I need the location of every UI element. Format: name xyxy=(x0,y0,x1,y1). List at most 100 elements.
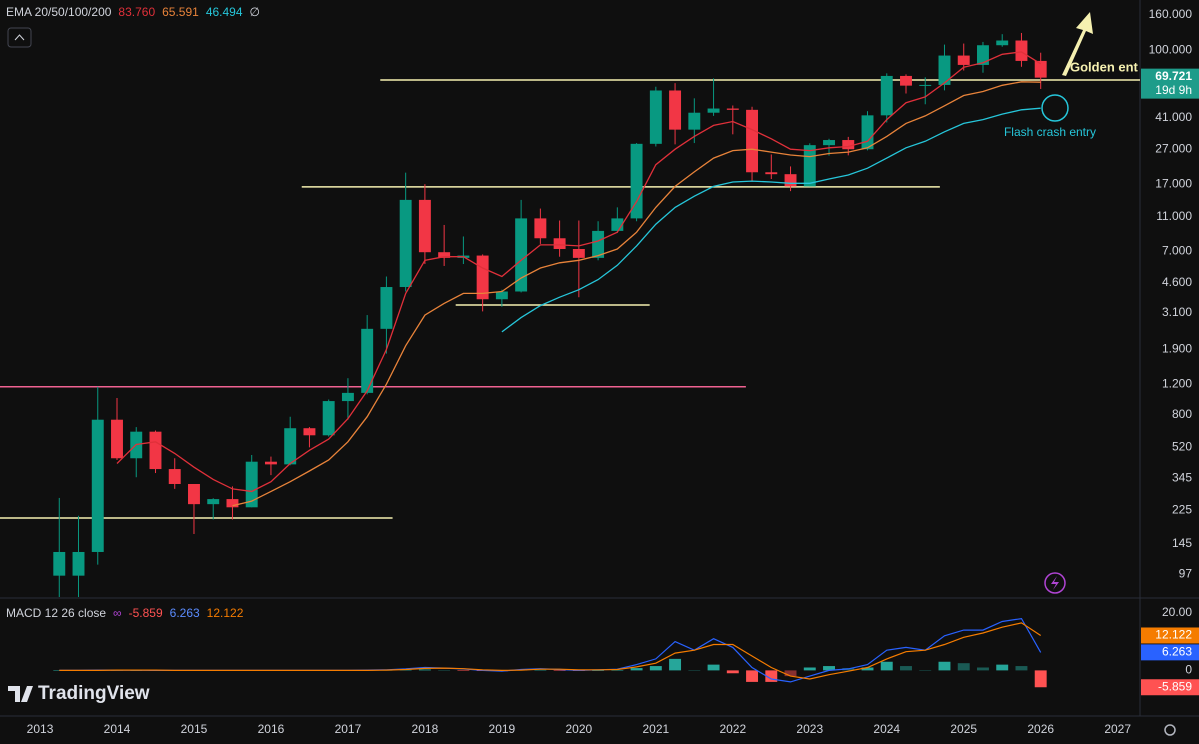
candle-body xyxy=(572,248,585,258)
histogram-bar xyxy=(438,670,451,671)
histogram-bar xyxy=(823,666,835,671)
candle-body xyxy=(726,108,739,110)
candle-body xyxy=(418,199,431,253)
price-box xyxy=(1141,68,1199,99)
countdown-label: 19d 9h xyxy=(1155,83,1192,97)
x-tick-label: 2019 xyxy=(489,722,516,736)
candle-body xyxy=(476,255,489,300)
value-box xyxy=(1141,627,1199,644)
candle-body xyxy=(534,218,547,239)
settings-icon[interactable] xyxy=(1164,724,1176,736)
candle-body xyxy=(168,469,181,484)
collapse-icon xyxy=(14,34,25,41)
candle-body xyxy=(149,431,162,470)
candle-body xyxy=(919,84,932,86)
histogram-bar xyxy=(977,667,989,671)
histogram-bar xyxy=(649,666,662,671)
candle-body xyxy=(823,140,835,146)
histogram-bar xyxy=(457,670,470,671)
candle-body xyxy=(611,218,624,231)
y-tick-label: 1.900 xyxy=(1162,342,1192,356)
candle-body xyxy=(707,108,720,113)
y-tick-label: 225 xyxy=(1172,503,1192,517)
x-tick-label: 2015 xyxy=(181,722,208,736)
candle-body xyxy=(765,172,778,175)
x-tick-label: 2027 xyxy=(1104,722,1131,736)
x-tick-label: 2018 xyxy=(412,722,439,736)
collapse-button[interactable] xyxy=(7,27,32,48)
x-tick-label: 2024 xyxy=(873,722,900,736)
legend-value: 83.760 xyxy=(118,5,156,19)
x-tick-label: 2023 xyxy=(796,722,823,736)
candle-body xyxy=(111,419,123,459)
y-tick-label: 160.000 xyxy=(1149,7,1193,21)
annotation: Golden ent xyxy=(1070,59,1139,74)
candle-body xyxy=(245,461,258,508)
y-tick-label: 20.00 xyxy=(1162,605,1192,619)
y-tick-label: 145 xyxy=(1172,536,1192,550)
histogram-bar xyxy=(880,661,893,671)
candle-body xyxy=(72,551,85,576)
price-label: 69.721 xyxy=(1155,69,1192,83)
candle-body xyxy=(341,392,354,402)
legend-value: -5.859 xyxy=(128,606,163,620)
value-label: 12.122 xyxy=(1155,628,1192,642)
candle-body xyxy=(207,499,220,505)
legend-title: MACD 12 26 close xyxy=(6,606,107,620)
y-tick-label: 3.100 xyxy=(1162,305,1192,319)
histogram-bar xyxy=(418,669,431,671)
histogram-bar xyxy=(746,670,759,682)
candle-body xyxy=(900,75,912,86)
y-tick-label: 0 xyxy=(1185,663,1192,677)
candle-body xyxy=(784,174,797,187)
candle-body xyxy=(264,461,277,465)
candle-body xyxy=(438,252,451,258)
candle-body xyxy=(592,230,605,258)
legend-value: 12.122 xyxy=(206,606,244,620)
histogram-bar xyxy=(803,667,816,671)
macd-line xyxy=(59,617,1042,683)
candle-body xyxy=(977,45,989,65)
histogram-bar xyxy=(1034,670,1047,688)
y-tick-label: 520 xyxy=(1172,440,1192,454)
histogram-bar xyxy=(534,669,547,671)
y-tick-label: 7.000 xyxy=(1162,243,1192,257)
y-tick-label: 345 xyxy=(1172,470,1192,484)
histogram-bar xyxy=(938,661,951,671)
histogram-bar xyxy=(765,670,778,682)
x-tick-label: 2026 xyxy=(1027,722,1054,736)
x-tick-label: 2016 xyxy=(258,722,285,736)
macd-line xyxy=(59,622,1042,680)
candle-body xyxy=(284,428,297,465)
value-label: -5.859 xyxy=(1158,679,1192,693)
y-tick-label: 41.000 xyxy=(1155,110,1192,124)
x-tick-label: 2025 xyxy=(950,722,977,736)
candle-body xyxy=(226,499,239,508)
candle-body xyxy=(880,75,893,116)
histogram-bar xyxy=(611,670,624,671)
histogram-bar xyxy=(726,670,739,674)
x-tick-label: 2021 xyxy=(642,722,669,736)
legend-value: ∅ xyxy=(249,5,260,19)
legend-icon: ∞ xyxy=(113,606,122,620)
tradingview-logo: TradingView xyxy=(8,683,150,704)
histogram-bar xyxy=(1015,666,1028,671)
alert-bolt xyxy=(1051,576,1059,590)
ema-legend: EMA 20/50/100/200 83.760 65.591 46.494 ∅ xyxy=(6,5,260,19)
histogram-bar xyxy=(592,670,605,671)
candle-body xyxy=(322,401,335,436)
candle-body xyxy=(996,40,1009,46)
y-tick-label: 4.600 xyxy=(1162,275,1192,289)
candle-body xyxy=(495,291,508,300)
y-tick-label: 800 xyxy=(1172,407,1192,421)
alert-icon[interactable] xyxy=(1044,572,1066,594)
candle-body xyxy=(746,109,759,173)
x-tick-label: 2020 xyxy=(566,722,593,736)
ema-line xyxy=(232,81,1041,507)
candle-body xyxy=(553,238,566,249)
candle-body xyxy=(630,143,643,219)
y-tick-label: 27.000 xyxy=(1155,141,1192,155)
histogram-bar xyxy=(919,670,932,671)
candle-body xyxy=(957,55,970,65)
